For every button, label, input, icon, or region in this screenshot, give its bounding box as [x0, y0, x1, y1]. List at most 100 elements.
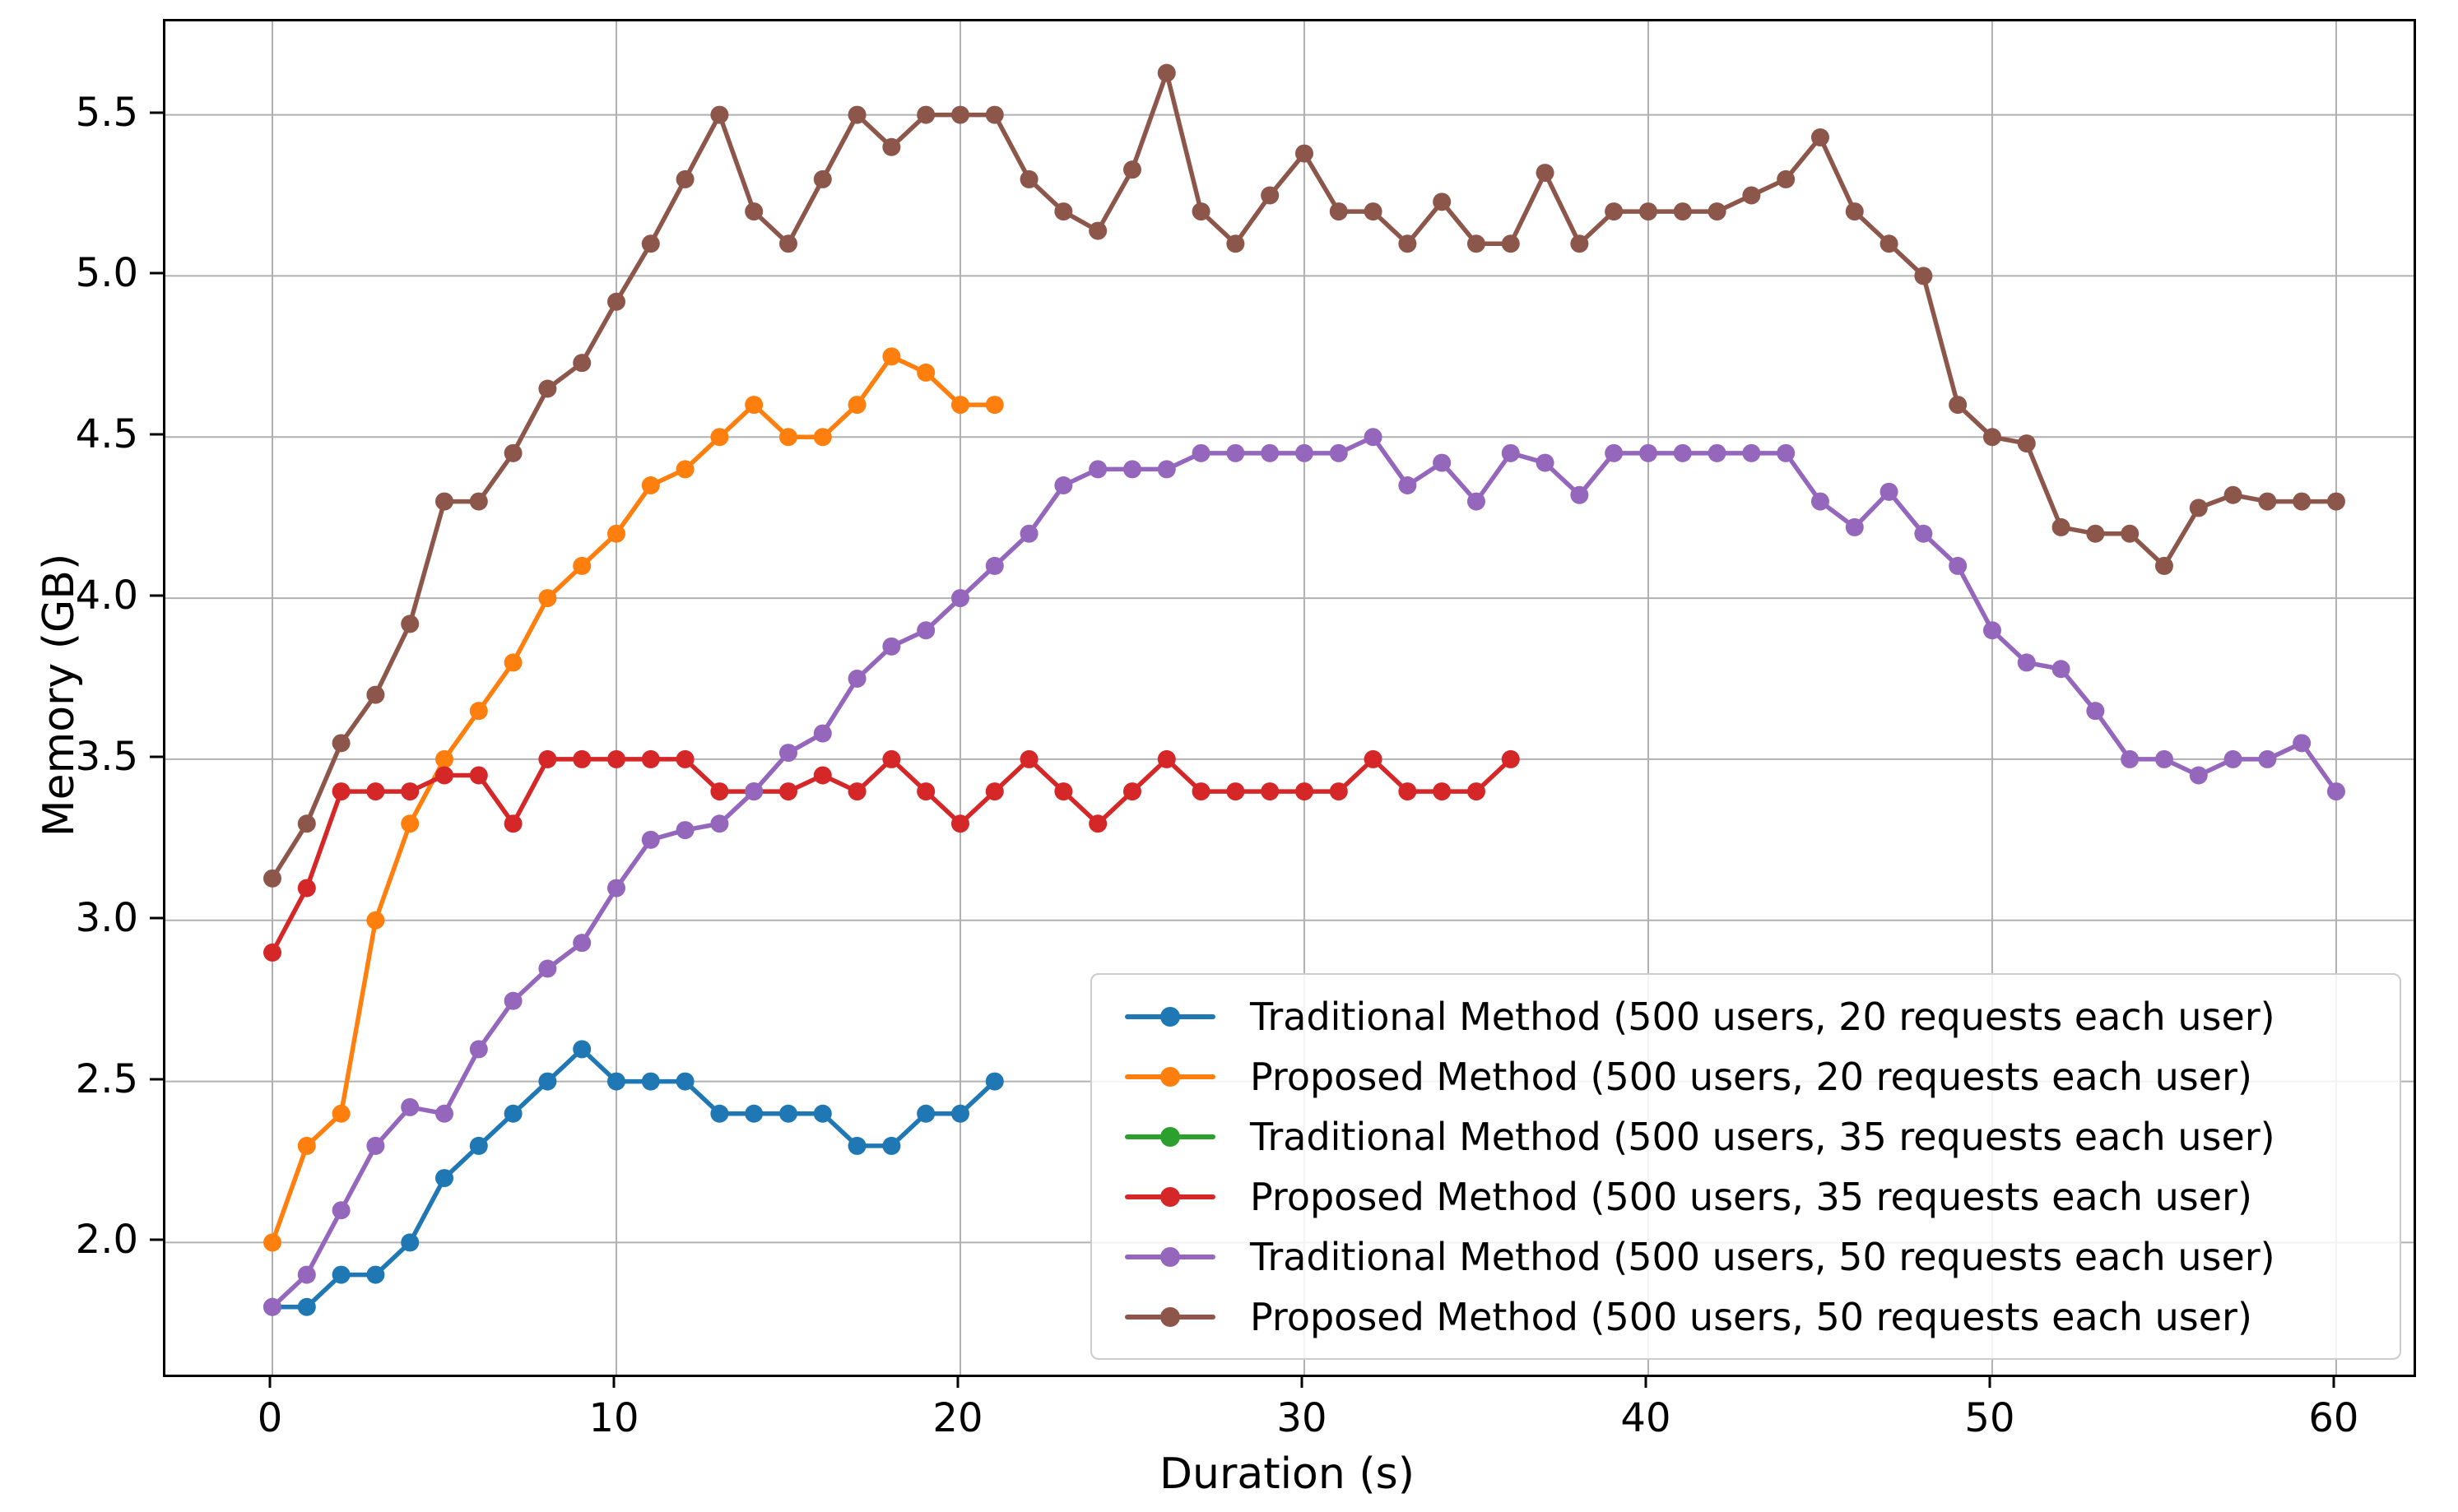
data-point — [263, 869, 281, 888]
data-point — [1845, 202, 1864, 221]
data-point — [745, 202, 764, 221]
legend-label: Proposed Method (500 users, 20 requests … — [1250, 1054, 2252, 1099]
data-point — [1982, 428, 2001, 447]
data-point — [434, 766, 453, 785]
data-point — [1398, 476, 1417, 494]
data-point — [2154, 556, 2173, 575]
data-point — [813, 1104, 832, 1123]
data-point — [469, 702, 488, 721]
x-tick-label: 20 — [932, 1395, 983, 1441]
data-point — [1501, 234, 1520, 253]
data-point — [1054, 202, 1073, 221]
data-point — [2086, 524, 2105, 543]
data-point — [778, 234, 797, 253]
data-point — [882, 1136, 901, 1155]
data-point — [504, 653, 523, 672]
data-point — [1708, 443, 1726, 462]
data-point — [573, 354, 592, 373]
data-point — [1982, 621, 2001, 640]
data-point — [950, 814, 969, 833]
legend-line-marker-icon — [1125, 1006, 1215, 1027]
data-point — [2258, 492, 2277, 511]
data-point — [401, 1097, 420, 1116]
y-tickmark — [150, 271, 163, 275]
data-point — [332, 1104, 351, 1123]
legend-line-marker-icon — [1125, 1306, 1215, 1327]
data-point — [1089, 221, 1108, 240]
data-point — [1536, 453, 1554, 472]
data-point — [434, 1104, 453, 1123]
data-point — [1261, 186, 1280, 205]
data-point — [985, 105, 1004, 124]
data-point — [1777, 169, 1796, 188]
data-point — [641, 476, 660, 494]
data-point — [1466, 492, 1485, 511]
plot-area: Traditional Method (500 users, 20 reques… — [163, 19, 2416, 1377]
data-point — [1880, 234, 1898, 253]
y-tick-label: 3.5 — [75, 733, 138, 780]
data-point — [641, 749, 660, 768]
data-point — [641, 1072, 660, 1091]
data-point — [917, 363, 936, 382]
data-point — [1226, 443, 1245, 462]
data-point — [538, 1072, 557, 1091]
legend-dot — [1160, 1306, 1180, 1327]
data-point — [1949, 396, 1968, 415]
data-point — [2189, 766, 2208, 785]
legend-dot — [1160, 1246, 1180, 1267]
data-point — [504, 1104, 523, 1123]
y-tick-label: 4.0 — [75, 573, 138, 619]
x-tickmark — [1988, 1375, 1991, 1388]
y-tick-label: 5.5 — [75, 89, 138, 136]
data-point — [1949, 556, 1968, 575]
legend-label: Proposed Method (500 users, 35 requests … — [1250, 1174, 2252, 1219]
data-point — [538, 589, 557, 608]
data-point — [538, 959, 557, 978]
data-point — [917, 782, 936, 801]
data-point — [710, 428, 729, 447]
data-point — [745, 782, 764, 801]
x-tick-label: 60 — [2308, 1395, 2359, 1441]
legend-label: Traditional Method (500 users, 35 reques… — [1250, 1114, 2275, 1159]
y-tickmark — [150, 755, 163, 758]
data-point — [813, 169, 832, 188]
y-tickmark — [150, 433, 163, 436]
data-point — [2258, 749, 2277, 768]
data-point — [1329, 782, 1348, 801]
data-point — [1020, 524, 1038, 543]
data-point — [950, 396, 969, 415]
data-point — [1673, 443, 1692, 462]
data-point — [950, 105, 969, 124]
data-point — [1605, 202, 1624, 221]
data-point — [917, 1104, 936, 1123]
data-point — [366, 782, 385, 801]
y-tick-label: 3.0 — [75, 894, 138, 941]
x-tickmark — [2332, 1375, 2335, 1388]
data-point — [332, 782, 351, 801]
data-point — [1261, 443, 1280, 462]
data-point — [504, 814, 523, 833]
data-point — [1054, 782, 1073, 801]
data-point — [332, 1265, 351, 1284]
data-point — [401, 782, 420, 801]
data-point — [332, 734, 351, 753]
data-point — [778, 744, 797, 763]
data-point — [1501, 443, 1520, 462]
data-point — [1845, 517, 1864, 536]
data-point — [469, 1040, 488, 1059]
data-point — [1914, 267, 1933, 285]
data-point — [1329, 443, 1348, 462]
legend: Traditional Method (500 users, 20 reques… — [1090, 973, 2401, 1360]
data-point — [985, 556, 1004, 575]
data-point — [882, 749, 901, 768]
data-point — [1398, 782, 1417, 801]
data-point — [504, 991, 523, 1010]
data-point — [745, 396, 764, 415]
data-point — [1157, 63, 1176, 82]
data-point — [297, 1265, 316, 1284]
data-point — [1157, 749, 1176, 768]
data-point — [606, 1072, 625, 1091]
data-point — [848, 782, 867, 801]
data-point — [1364, 428, 1382, 447]
